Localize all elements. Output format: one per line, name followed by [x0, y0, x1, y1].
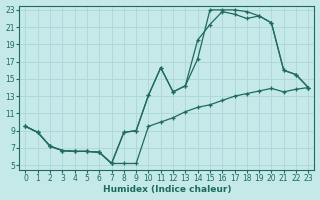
X-axis label: Humidex (Indice chaleur): Humidex (Indice chaleur) [103, 185, 231, 194]
